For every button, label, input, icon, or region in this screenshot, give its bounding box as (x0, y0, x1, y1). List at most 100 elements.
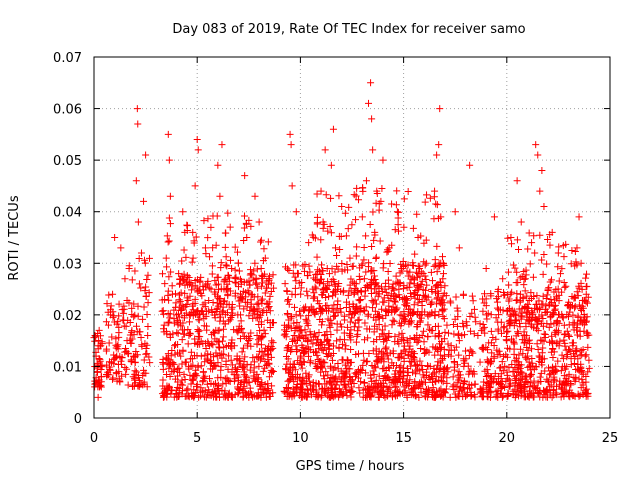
data-point (384, 355, 392, 363)
data-point (426, 301, 434, 309)
data-point (454, 361, 462, 369)
data-point (539, 270, 547, 278)
data-point (102, 370, 110, 378)
data-point (352, 216, 360, 224)
data-point (585, 356, 593, 364)
data-point (519, 295, 527, 303)
data-point (312, 391, 320, 399)
data-point (217, 366, 225, 374)
data-point (259, 333, 267, 341)
data-point (450, 358, 458, 366)
data-point (305, 312, 313, 320)
data-point (356, 264, 364, 272)
data-point (269, 271, 277, 279)
data-point (462, 347, 470, 355)
data-point (375, 321, 383, 329)
data-point (188, 258, 196, 266)
data-point (335, 192, 343, 200)
data-point (436, 344, 444, 352)
data-point (250, 305, 258, 313)
data-point (494, 288, 502, 296)
data-point (409, 262, 417, 270)
data-point (368, 115, 376, 123)
data-point (218, 141, 226, 149)
data-point (574, 292, 582, 300)
data-point (440, 352, 448, 360)
data-point (441, 282, 449, 290)
data-point (228, 301, 236, 309)
data-point (256, 356, 264, 364)
data-point (511, 356, 519, 364)
data-point (195, 316, 203, 324)
data-point (190, 393, 198, 401)
data-point (202, 345, 210, 353)
data-point (290, 319, 298, 327)
data-point (304, 321, 312, 329)
data-point (397, 322, 405, 330)
data-point (573, 326, 581, 334)
data-point (442, 385, 450, 393)
data-point (483, 366, 491, 374)
data-point (512, 317, 520, 325)
data-point (237, 311, 245, 319)
data-point (142, 151, 150, 159)
data-point (389, 292, 397, 300)
data-point (181, 281, 189, 289)
data-point (395, 285, 403, 293)
data-point (361, 292, 369, 300)
data-point (192, 233, 200, 241)
data-point (313, 253, 321, 261)
data-point (217, 264, 225, 272)
data-point (373, 187, 381, 195)
data-point (114, 341, 122, 349)
data-point (235, 389, 243, 397)
data-point (431, 187, 439, 195)
data-point (385, 283, 393, 291)
data-point (260, 245, 268, 253)
data-point (441, 389, 449, 397)
data-point (179, 319, 187, 327)
data-point (509, 261, 517, 269)
data-point (267, 288, 275, 296)
data-point (349, 300, 357, 308)
data-point (318, 291, 326, 299)
data-point (179, 347, 187, 355)
data-point (208, 306, 216, 314)
data-point (364, 310, 372, 318)
data-point (515, 246, 523, 254)
data-point (309, 294, 317, 302)
data-point (384, 363, 392, 371)
data-point (144, 322, 152, 330)
data-point (313, 220, 321, 228)
data-point (184, 340, 192, 348)
data-point (487, 372, 495, 380)
data-point (355, 350, 363, 358)
data-point (520, 281, 528, 289)
data-point (384, 247, 392, 255)
data-point (370, 328, 378, 336)
data-point (118, 353, 126, 361)
data-point (412, 392, 420, 400)
data-point (104, 321, 112, 329)
data-point (142, 292, 150, 300)
data-point (216, 310, 224, 318)
data-point (409, 273, 417, 281)
data-point (550, 375, 558, 383)
data-point (347, 308, 355, 316)
data-point (257, 264, 265, 272)
data-point (543, 291, 551, 299)
data-point (499, 275, 507, 283)
data-point (538, 256, 546, 264)
data-point (396, 379, 404, 387)
data-point (369, 146, 377, 154)
data-point (315, 328, 323, 336)
data-point (540, 330, 548, 338)
data-point (286, 366, 294, 374)
data-point (178, 376, 186, 384)
data-point (253, 280, 261, 288)
data-point (216, 192, 224, 200)
data-point (340, 312, 348, 320)
data-point (418, 301, 426, 309)
data-point (309, 378, 317, 386)
data-point (450, 330, 458, 338)
